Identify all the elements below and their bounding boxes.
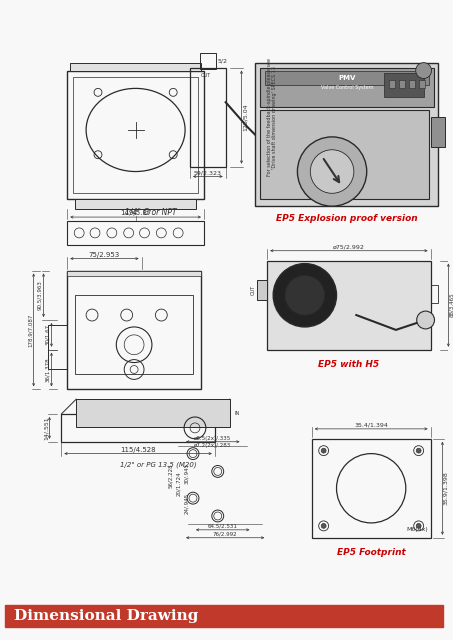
Text: 5/2: 5/2	[218, 58, 228, 63]
Circle shape	[321, 524, 326, 529]
Bar	[67, 70, 204, 199]
Text: ø7.2(2x)/.283: ø7.2(2x)/.283	[194, 443, 231, 447]
Text: IN: IN	[235, 410, 240, 415]
Text: 30/1.67: 30/1.67	[45, 324, 50, 346]
Text: 35.9/1.398: 35.9/1.398	[443, 472, 448, 505]
Text: 59/2.323: 59/2.323	[194, 170, 222, 175]
Text: M6(4x): M6(4x)	[407, 527, 429, 532]
Text: 128/5.04: 128/5.04	[242, 103, 247, 131]
Text: OUT: OUT	[201, 73, 211, 78]
Text: 20/1.724: 20/1.724	[176, 471, 181, 495]
Text: PMV: PMV	[338, 74, 356, 81]
Circle shape	[416, 63, 432, 79]
Bar	[67, 221, 204, 244]
Bar	[67, 271, 201, 389]
Text: 64.5/2.531: 64.5/2.531	[208, 524, 238, 529]
Text: 76/2.992: 76/2.992	[213, 532, 237, 537]
Text: 88/3.465: 88/3.465	[449, 293, 453, 317]
Bar	[48, 325, 67, 369]
Bar	[430, 285, 439, 303]
Circle shape	[273, 264, 337, 327]
Text: Valve Control System: Valve Control System	[321, 85, 373, 90]
Circle shape	[310, 150, 354, 193]
Text: 36/1.378: 36/1.378	[45, 357, 50, 382]
Bar	[312, 439, 430, 538]
Text: 24/.945: 24/.945	[184, 493, 189, 514]
Bar	[419, 81, 424, 88]
Bar	[61, 414, 215, 442]
Circle shape	[321, 448, 326, 453]
Circle shape	[285, 275, 325, 315]
Bar	[255, 63, 439, 206]
Bar	[5, 605, 443, 627]
Text: 1/2" or PG 13.5 (M20): 1/2" or PG 13.5 (M20)	[120, 461, 196, 468]
Bar	[409, 81, 414, 88]
Text: 1/4" G or NPT: 1/4" G or NPT	[125, 207, 176, 216]
Text: 178.9/7.087: 178.9/7.087	[28, 313, 33, 347]
Bar	[70, 63, 201, 70]
Bar	[430, 117, 445, 147]
Text: ø8.5(2x)/.335: ø8.5(2x)/.335	[194, 436, 231, 441]
Bar	[260, 110, 429, 199]
Text: 149/5.87: 149/5.87	[120, 210, 151, 216]
Bar	[267, 260, 430, 349]
Bar	[73, 77, 198, 193]
Bar	[67, 271, 201, 276]
Text: Dimensional Drawing: Dimensional Drawing	[14, 609, 198, 623]
Bar	[76, 399, 230, 427]
Circle shape	[417, 311, 434, 329]
Text: 'Drive shaft dimension drawing' SPECS 13: 'Drive shaft dimension drawing' SPECS 13	[272, 66, 277, 168]
Bar	[75, 295, 193, 374]
Bar	[265, 70, 429, 85]
Text: 75/2.953: 75/2.953	[89, 252, 120, 258]
Bar	[257, 280, 267, 300]
Circle shape	[416, 524, 421, 529]
Text: 14/.551: 14/.551	[43, 416, 48, 440]
Bar	[384, 72, 424, 97]
Circle shape	[298, 137, 367, 206]
Text: For selection of the feedback-spindle please see: For selection of the feedback-spindle pl…	[267, 58, 272, 176]
Text: 56/2.228: 56/2.228	[168, 463, 173, 488]
Bar	[200, 52, 216, 68]
Text: 115/4.528: 115/4.528	[120, 447, 156, 452]
Text: 35.4/1.394: 35.4/1.394	[354, 423, 388, 428]
Text: EP5 Footprint: EP5 Footprint	[337, 548, 405, 557]
Bar	[389, 81, 395, 88]
Circle shape	[416, 448, 421, 453]
Text: OUT: OUT	[251, 285, 255, 296]
Text: EP5 Explosion proof version: EP5 Explosion proof version	[276, 214, 418, 223]
Bar	[399, 81, 405, 88]
Bar	[75, 199, 196, 209]
Text: 90.5/3.963: 90.5/3.963	[38, 280, 43, 310]
Bar	[190, 68, 226, 166]
Text: ø75/2.992: ø75/2.992	[333, 244, 365, 250]
Text: 30/.945: 30/.945	[184, 463, 189, 484]
Text: EP5 with H5: EP5 with H5	[318, 360, 380, 369]
Bar	[260, 68, 434, 108]
